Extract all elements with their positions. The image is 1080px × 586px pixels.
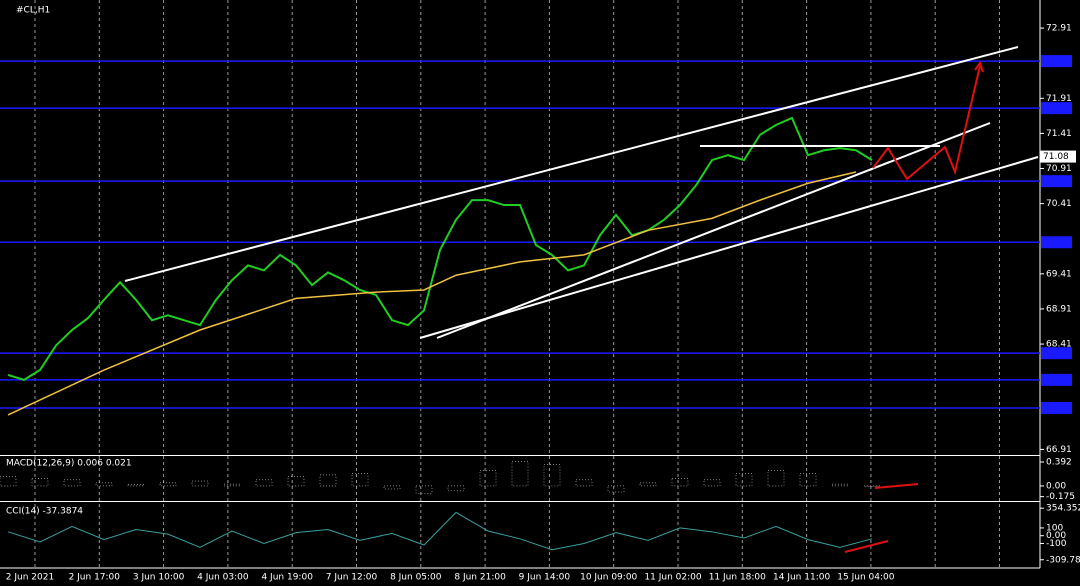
x-tick-label: 11 Jun 18:00: [709, 573, 766, 583]
level-label-box: [1041, 373, 1072, 386]
histogram-bar: [63, 479, 81, 487]
trend-line: [124, 46, 1019, 282]
y-tick-label: 70.41: [1046, 199, 1072, 209]
series-line: [7, 511, 873, 551]
y-tick-label: 69.41: [1046, 269, 1072, 279]
y-tick-label: 71.41: [1046, 129, 1072, 139]
histogram-bar: [703, 479, 721, 487]
histogram-bar: [191, 480, 209, 487]
histogram-bar: [575, 479, 593, 487]
histogram-bar: [255, 479, 273, 487]
trend-line: [436, 122, 991, 339]
histogram-bar: [767, 470, 785, 487]
level-label-box: [1041, 401, 1072, 414]
trend-line: [419, 156, 1039, 339]
x-tick-label: 4 Jun 03:00: [197, 573, 249, 583]
current-price: 71.08: [1043, 152, 1069, 162]
chart-title: #CL,H1: [16, 6, 50, 16]
y-tick-label: 70.91: [1046, 164, 1072, 174]
y-tick-label: -309.7810: [1046, 555, 1080, 565]
y-tick-label: -100: [1046, 539, 1067, 549]
histogram-bar: [543, 464, 561, 487]
histogram-bar: [127, 484, 145, 487]
y-tick-label: 71.91: [1046, 94, 1072, 104]
projection: [872, 65, 981, 181]
level-label-box: [1041, 55, 1072, 68]
level-label-box: [1041, 102, 1072, 115]
y-tick-label: -0.175: [1046, 492, 1075, 502]
x-tick-label: 14 Jun 11:00: [773, 573, 830, 583]
level-label-box: [1041, 236, 1072, 249]
level-label-box: [1041, 347, 1072, 360]
histogram-bar: [319, 474, 337, 487]
y-tick-label: 66.91: [1046, 445, 1072, 455]
histogram-bar: [383, 485, 401, 490]
x-tick-label: 15 Jun 04:00: [837, 573, 894, 583]
histogram-bar: [863, 485, 881, 487]
y-tick-label: 0.392: [1046, 457, 1072, 467]
y-tick-label: 354.3526: [1046, 504, 1080, 514]
y-tick-label: 68.41: [1046, 340, 1072, 350]
histogram-bar: [799, 473, 817, 487]
x-tick-label: 10 Jun 09:00: [580, 573, 637, 583]
histogram-bar: [159, 482, 177, 487]
x-tick-label: 11 Jun 02:00: [644, 573, 701, 583]
annotations: [124, 46, 1039, 553]
histogram-bar: [95, 482, 113, 487]
histogram-bar: [0, 476, 17, 487]
y-tick-label: 0.00: [1046, 531, 1066, 541]
y-tick-label: 68.91: [1046, 304, 1072, 314]
arrow: [844, 540, 889, 553]
x-tick-label: 8 Jun 21:00: [454, 573, 506, 583]
panel-title: MACD(12,26,9) 0.006 0.021: [6, 459, 132, 469]
y-tick-label: 72.91: [1046, 24, 1072, 34]
histogram-bar: [351, 473, 369, 487]
price-box: [1040, 150, 1076, 163]
histogram-bar: [735, 473, 753, 487]
histogram-bar: [607, 485, 625, 493]
y-tick-label: 100: [1046, 523, 1063, 533]
x-tick-label: 4 Jun 19:00: [261, 573, 313, 583]
x-tick-label: 2 Jun 17:00: [69, 573, 121, 583]
x-tick-label: 3 Jun 10:00: [133, 573, 185, 583]
histogram-bar: [479, 470, 497, 487]
panel-title: CCI(14) -37.3874: [6, 507, 83, 517]
x-tick-label: 2 Jun 2021: [6, 573, 54, 583]
histogram-bar: [447, 485, 465, 492]
x-tick-label: 9 Jun 14:00: [519, 573, 571, 583]
x-tick-label: 8 Jun 05:00: [390, 573, 442, 583]
arrow: [874, 483, 919, 489]
series-line: [7, 116, 873, 381]
x-tick-label: 7 Jun 12:00: [326, 573, 378, 583]
histogram-bar: [639, 482, 657, 487]
histogram-bar: [287, 476, 305, 487]
y-tick-label: 0.00: [1046, 481, 1066, 491]
arrow-head: [974, 60, 984, 73]
series-line: [7, 171, 857, 416]
histogram-bar: [511, 461, 529, 487]
level-label-box: [1041, 175, 1072, 188]
